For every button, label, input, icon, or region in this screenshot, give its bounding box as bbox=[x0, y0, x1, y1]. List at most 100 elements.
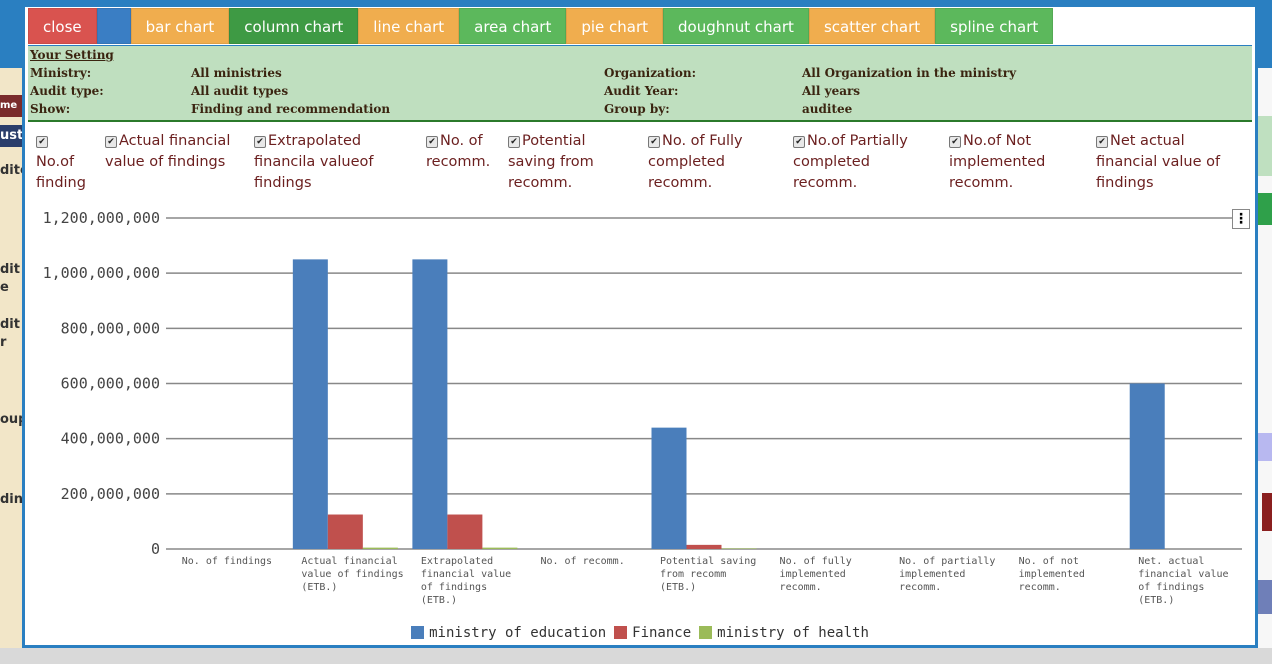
x-tick-label-line: implemented bbox=[1019, 569, 1085, 580]
scatter-chart-button[interactable]: scatter chart bbox=[808, 8, 936, 44]
color-button[interactable] bbox=[96, 8, 131, 44]
checkbox-label: implemented bbox=[949, 154, 1046, 170]
y-tick-label: 400,000,000 bbox=[61, 430, 160, 448]
checkbox-partially-completed[interactable]: ✔ No.of Partially completed recomm. bbox=[793, 131, 908, 194]
checkbox-label: saving from bbox=[508, 154, 594, 170]
bar bbox=[1129, 383, 1165, 549]
x-tick-label-line: No. of findings bbox=[182, 556, 272, 567]
x-tick-label-line: No. of not bbox=[1019, 556, 1079, 567]
checked-icon[interactable]: ✔ bbox=[426, 136, 438, 148]
checked-icon[interactable]: ✔ bbox=[949, 136, 961, 148]
legend-swatch bbox=[699, 626, 713, 639]
ministry-label: Ministry: bbox=[30, 66, 92, 80]
x-tick-label-line: value of findings bbox=[301, 569, 403, 580]
checkbox-no-of-recomm[interactable]: ✔ No. of recomm. bbox=[426, 131, 490, 173]
checkbox-label: Actual financial bbox=[119, 133, 231, 149]
background-fragment: ust bbox=[0, 125, 22, 147]
x-tick-label-line: (ETB.) bbox=[421, 595, 457, 606]
y-tick-label: 1,200,000,000 bbox=[43, 209, 160, 227]
checkbox-label: findings bbox=[1096, 175, 1154, 191]
y-tick-label: 0 bbox=[151, 540, 160, 558]
checkbox-label: Net actual bbox=[1110, 133, 1185, 149]
organization-label: Organization: bbox=[604, 66, 697, 80]
checked-icon[interactable]: ✔ bbox=[36, 136, 48, 148]
column-chart-button[interactable]: column chart bbox=[229, 8, 359, 44]
group-by-label: Group by: bbox=[604, 102, 670, 116]
background-block bbox=[1256, 433, 1272, 461]
legend-swatch bbox=[411, 626, 425, 639]
x-tick-label-line: recomm. bbox=[1019, 582, 1061, 593]
bar bbox=[292, 259, 328, 549]
spline-chart-button[interactable]: spline chart bbox=[935, 8, 1054, 44]
series-checkbox-row: ✔ No.of finding ✔ Actual financial value … bbox=[28, 125, 1252, 203]
checkbox-fully-completed[interactable]: ✔ No. of Fully completed recomm. bbox=[648, 131, 743, 194]
background-fragment: dit bbox=[0, 317, 20, 332]
legend-item[interactable]: ministry of education bbox=[411, 625, 606, 641]
checkbox-label: Extrapolated bbox=[268, 133, 362, 149]
bar bbox=[482, 547, 518, 549]
legend-label: ministry of education bbox=[429, 625, 607, 641]
checkbox-label: completed bbox=[793, 154, 870, 170]
checkbox-label: recomm. bbox=[426, 154, 491, 170]
x-tick-label-line: (ETB.) bbox=[301, 582, 337, 593]
legend-label: ministry of health bbox=[717, 625, 869, 641]
checkbox-label: financila valueof bbox=[254, 154, 374, 170]
checkbox-label: recomm. bbox=[648, 175, 713, 191]
line-chart-button[interactable]: line chart bbox=[358, 8, 460, 44]
checkbox-label: completed bbox=[648, 154, 725, 170]
pie-chart-button[interactable]: pie chart bbox=[566, 8, 664, 44]
close-button[interactable]: close bbox=[28, 8, 97, 44]
bar-chart-button[interactable]: bar chart bbox=[130, 8, 230, 44]
checkbox-net-actual-value[interactable]: ✔ Net actual financial value of findings bbox=[1096, 131, 1220, 194]
bar bbox=[721, 548, 757, 549]
checkbox-label: No.of Partially bbox=[807, 133, 908, 149]
chart-modal: close bar chart column chart line chart … bbox=[22, 4, 1258, 648]
x-tick-label-line: Extrapolated bbox=[421, 556, 493, 567]
legend-item[interactable]: ministry of health bbox=[699, 625, 869, 641]
legend-item[interactable]: Finance bbox=[614, 625, 691, 641]
audit-type-value: All audit types bbox=[191, 84, 289, 98]
x-tick-label: Actual financial value of findings (ETB.) bbox=[301, 556, 403, 593]
chart-type-toolbar: close bar chart column chart line chart … bbox=[28, 8, 1054, 46]
checked-icon[interactable]: ✔ bbox=[793, 136, 805, 148]
checkbox-extrapolated-value[interactable]: ✔ Extrapolated financila valueof findings bbox=[254, 131, 374, 194]
x-tick-label: Extrapolated financial value of findings (E… bbox=[421, 556, 511, 606]
checkbox-no-of-finding[interactable]: ✔ No.of finding bbox=[36, 131, 86, 194]
y-tick-label: 1,000,000,000 bbox=[43, 264, 160, 282]
bar bbox=[327, 514, 363, 549]
checked-icon[interactable]: ✔ bbox=[1096, 136, 1108, 148]
audit-type-label: Audit type: bbox=[30, 84, 104, 98]
audit-year-value: All years bbox=[802, 84, 861, 98]
ministry-value: All ministries bbox=[191, 66, 282, 80]
background-fragment: r bbox=[0, 335, 7, 350]
checked-icon[interactable]: ✔ bbox=[254, 136, 266, 148]
background-page-right bbox=[1256, 68, 1272, 648]
checkbox-actual-financial-value[interactable]: ✔ Actual financial value of findings bbox=[105, 131, 230, 173]
area-chart-button[interactable]: area chart bbox=[459, 8, 567, 44]
checked-icon[interactable]: ✔ bbox=[508, 136, 520, 148]
background-block bbox=[1262, 493, 1272, 531]
checkbox-label: recomm. bbox=[508, 175, 573, 191]
x-tick-label-line: Net. actual bbox=[1138, 556, 1204, 567]
organization-value: All Organization in the ministry bbox=[802, 66, 1017, 80]
x-tick-label: No. of partially implemented recomm. bbox=[899, 556, 995, 593]
x-tick-label-line: Potential saving bbox=[660, 556, 756, 567]
chart-menu-button[interactable]: ⋮ bbox=[1232, 209, 1250, 229]
background-block bbox=[1256, 193, 1272, 225]
bar bbox=[686, 544, 722, 549]
checked-icon[interactable]: ✔ bbox=[105, 136, 117, 148]
x-tick-label-line: Actual financial bbox=[301, 556, 397, 567]
x-tick-label-line: implemented bbox=[899, 569, 965, 580]
bar bbox=[651, 427, 687, 549]
checkbox-potential-saving[interactable]: ✔ Potential saving from recomm. bbox=[508, 131, 594, 194]
doughnut-chart-button[interactable]: doughnut chart bbox=[663, 8, 809, 44]
audit-year-label: Audit Year: bbox=[604, 84, 679, 98]
background-fragment: e bbox=[0, 280, 9, 295]
y-tick-label: 600,000,000 bbox=[61, 375, 160, 393]
x-tick-label-line: (ETB.) bbox=[660, 582, 696, 593]
group-by-value: auditee bbox=[802, 102, 853, 116]
x-tick-label-line: No. of partially bbox=[899, 556, 995, 567]
checkbox-not-implemented[interactable]: ✔ No.of Not implemented recomm. bbox=[949, 131, 1045, 194]
show-label: Show: bbox=[30, 102, 71, 116]
checked-icon[interactable]: ✔ bbox=[648, 136, 660, 148]
